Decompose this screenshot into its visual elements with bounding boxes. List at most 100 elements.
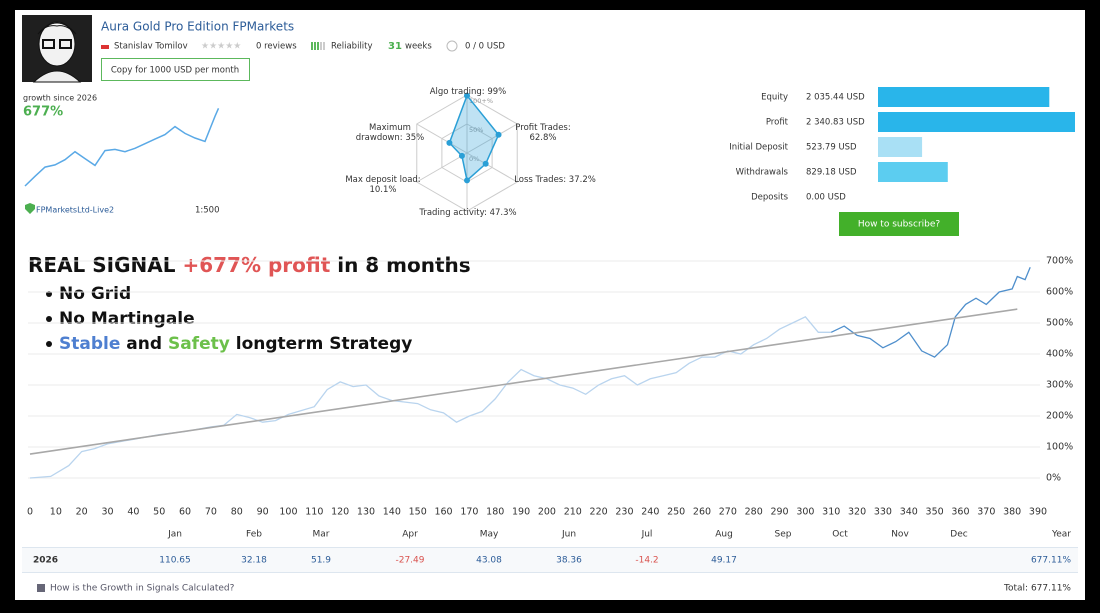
line <box>29 308 1018 455</box>
x-tick-label: 280 <box>745 507 763 518</box>
text: REAL SIGNAL <box>28 253 182 277</box>
radar-label: Maximum drawdown: 35% <box>355 123 425 143</box>
x-tick-label: 320 <box>848 507 866 518</box>
x-tick-label: 270 <box>719 507 737 518</box>
month-value: 43.08 <box>476 556 502 566</box>
bar <box>878 112 1075 132</box>
x-tick-label: 130 <box>357 507 375 518</box>
x-tick-label: 390 <box>1029 507 1047 518</box>
month-value: 49.17 <box>711 556 737 566</box>
y-tick-label: 700% <box>1046 256 1073 267</box>
x-tick-label: 50 <box>153 507 165 518</box>
radar-spoke <box>466 152 518 183</box>
x-tick-label: 360 <box>951 507 969 518</box>
funds-icon <box>446 40 458 52</box>
x-tick-label: 60 <box>179 507 191 518</box>
month-value: 32.18 <box>241 556 267 566</box>
radar-point <box>464 92 470 99</box>
text: and <box>120 334 168 354</box>
x-tick-label: 220 <box>590 507 608 518</box>
month-header: Jul <box>641 530 653 540</box>
panel <box>15 10 1085 600</box>
stat-value: 2 340.83 USD <box>806 118 865 128</box>
stat-value: 0.00 USD <box>806 193 846 203</box>
x-tick-label: 340 <box>900 507 918 518</box>
month-header: Nov <box>891 530 909 540</box>
x-tick-label: 250 <box>667 507 685 518</box>
text: longterm Strategy <box>230 334 413 354</box>
x-tick-label: 300 <box>796 507 814 518</box>
x-tick-label: 140 <box>383 507 401 518</box>
radar-ring-label: 0% <box>469 155 479 163</box>
radar-spoke <box>416 152 468 183</box>
text: +677% profit <box>182 253 330 277</box>
bar <box>878 162 948 182</box>
broker[interactable]: FPMarketsLtd-Live2 <box>36 206 114 215</box>
stat-value: 2 035.44 USD <box>806 93 865 103</box>
month-header: May <box>480 530 499 540</box>
weeks-unit: weeks <box>405 42 432 52</box>
x-tick-label: 20 <box>76 507 88 518</box>
x-tick-label: 120 <box>331 507 349 518</box>
radar-label: Algo trading: 99% <box>429 87 507 97</box>
x-tick-label: 80 <box>231 507 243 518</box>
subscribe-label[interactable]: How to subscribe? <box>858 220 941 230</box>
x-tick-label: 240 <box>641 507 659 518</box>
stat-label: Deposits <box>751 193 788 203</box>
x-tick-label: 180 <box>486 507 504 518</box>
x-tick-label: 10 <box>50 507 62 518</box>
y-tick-label: 100% <box>1046 442 1073 453</box>
y-tick-label: 500% <box>1046 318 1073 329</box>
x-tick-label: 350 <box>926 507 944 518</box>
reliability: Reliability <box>331 42 373 52</box>
copy-button-label[interactable]: Copy for 1000 USD per month <box>111 66 239 76</box>
x-tick-label: 40 <box>127 507 139 518</box>
bar <box>878 87 1050 107</box>
line <box>24 107 220 187</box>
x-tick-label: 150 <box>409 507 427 518</box>
help-link[interactable]: How is the Growth in Signals Calculated? <box>50 584 235 594</box>
stat-value: 523.79 USD <box>806 143 857 153</box>
reviews[interactable]: 0 reviews <box>256 42 297 52</box>
line <box>830 266 1031 358</box>
author[interactable]: Stanislav Tomilov <box>114 42 188 52</box>
x-tick-label: 230 <box>615 507 633 518</box>
month-header: Mar <box>313 530 330 540</box>
stars: ★★★★★ <box>201 42 241 52</box>
bullet: No Martingale <box>59 309 195 329</box>
radar-label: Trading activity: 47.3% <box>419 208 517 218</box>
month-value: 51.9 <box>311 556 331 566</box>
radar-spoke <box>466 123 518 154</box>
month-header: Apr <box>402 530 418 540</box>
month-value: 38.36 <box>556 556 582 566</box>
x-tick-label: 370 <box>977 507 995 518</box>
stat-label: Withdrawals <box>736 168 789 178</box>
reliability-icon <box>311 42 325 50</box>
y-tick-label: 200% <box>1046 411 1073 422</box>
leverage: 1:500 <box>195 206 220 216</box>
x-tick-label: 170 <box>460 507 478 518</box>
radar-label: Profit Trades: 62.8% <box>515 123 571 143</box>
subscribe-button[interactable] <box>839 212 959 236</box>
row-year: 2026 <box>33 556 58 566</box>
weeks: 31 <box>388 41 402 52</box>
copy-button[interactable] <box>101 58 250 81</box>
month-value: -27.49 <box>395 556 424 566</box>
signal-title[interactable]: Aura Gold Pro Edition FPMarkets <box>101 20 294 34</box>
month-value: 110.65 <box>159 556 191 566</box>
promo-headline: REAL SIGNAL +677% profit in 8 months <box>28 253 471 277</box>
y-tick-label: 0% <box>1046 473 1061 484</box>
y-tick-label: 400% <box>1046 349 1073 360</box>
y-tick-label: 600% <box>1046 287 1073 298</box>
x-tick-label: 190 <box>512 507 530 518</box>
radar-label: Loss Trades: 37.2% <box>514 175 596 185</box>
funds: 0 / 0 USD <box>465 42 505 52</box>
stat-label: Initial Deposit <box>729 143 788 153</box>
x-tick-label: 90 <box>257 507 269 518</box>
x-tick-label: 30 <box>101 507 113 518</box>
row-total: 677.11% <box>1031 556 1071 566</box>
flag <box>101 43 109 45</box>
radar-point <box>482 160 489 167</box>
x-tick-label: 380 <box>1003 507 1021 518</box>
